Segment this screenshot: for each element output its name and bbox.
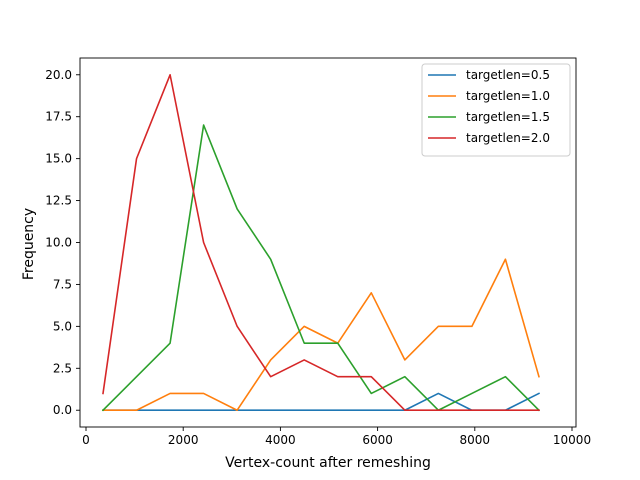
y-tick-label: 12.5: [45, 194, 72, 208]
plot-area: [101, 73, 541, 412]
x-axis-label: Vertex-count after remeshing: [225, 455, 431, 471]
y-tick-label: 10.0: [45, 236, 72, 250]
legend-label-2: targetlen=1.0: [466, 89, 550, 103]
legend-label-4: targetlen=2.0: [466, 131, 550, 145]
x-tick-label: 4000: [265, 433, 296, 447]
x-tick-label: 0: [82, 433, 90, 447]
y-tick-label: 0.0: [53, 403, 72, 417]
axes: 0 2000 4000 6000 8000 10000 0.0 2.5 5.0 7.5 10.0 12…: [45, 57, 591, 447]
y-tick-label: 7.5: [53, 277, 72, 291]
series-line-4: [102, 73, 540, 412]
x-tick-label: 10000: [553, 433, 591, 447]
y-tick-label: 15.0: [45, 152, 72, 166]
x-tick-label: 2000: [168, 433, 199, 447]
series-line-1: [102, 392, 541, 412]
y-tick-label: 20.0: [45, 68, 72, 82]
y-tick-label: 2.5: [53, 361, 72, 375]
legend-label-3: targetlen=1.5: [466, 110, 550, 124]
series-line-3: [101, 124, 541, 412]
series-line-2: [102, 258, 540, 412]
y-tick-label: 17.5: [45, 110, 72, 124]
x-tick-label: 6000: [362, 433, 393, 447]
legend-box: [421, 63, 571, 157]
y-tick-label: 5.0: [53, 319, 72, 333]
y-axis-label: Frequency: [21, 208, 37, 280]
legend-label-1: targetlen=0.5: [466, 68, 550, 82]
x-tick-label: 8000: [460, 433, 491, 447]
legend: targetlen=0.5 targetlen=1.0 targetlen=1.5 t…: [421, 63, 571, 157]
